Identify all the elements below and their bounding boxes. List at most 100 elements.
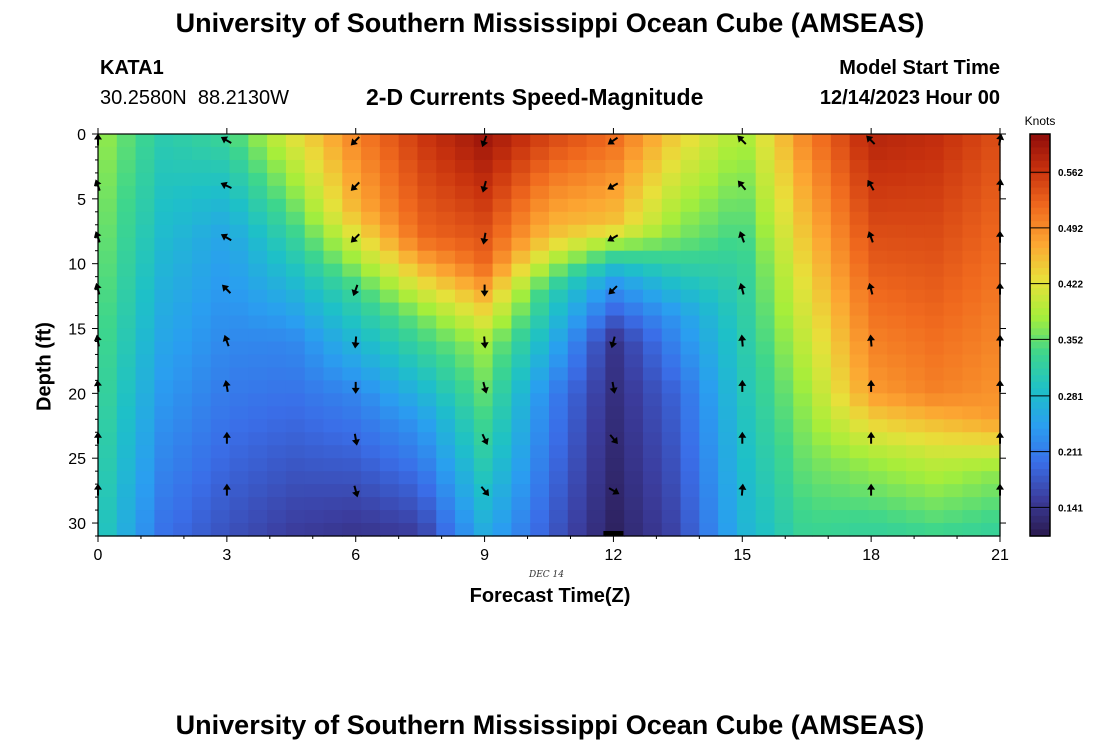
current-arrow	[351, 336, 360, 349]
heatmap-cell	[135, 185, 155, 200]
heatmap-cell	[135, 471, 155, 485]
heatmap-cell	[887, 134, 907, 148]
heatmap-cell	[398, 484, 419, 498]
heatmap-cell	[342, 497, 362, 511]
heatmap-cell	[812, 393, 832, 407]
current-arrow	[866, 282, 875, 295]
heatmap-cell	[173, 341, 193, 356]
heatmap-cell	[229, 354, 249, 369]
heatmap-cell	[191, 510, 212, 524]
heatmap-cell	[924, 510, 945, 524]
heatmap-cell	[436, 237, 456, 252]
heatmap-cell	[304, 445, 325, 459]
heatmap-cell	[379, 393, 400, 407]
heatmap-cell	[962, 510, 982, 524]
heatmap-cell	[549, 484, 569, 498]
heatmap-cell	[342, 523, 362, 537]
heatmap-cell	[924, 289, 945, 304]
heatmap-cell	[680, 302, 700, 317]
heatmap-cell	[323, 523, 343, 537]
heatmap-cell	[718, 419, 738, 433]
heatmap-cell	[342, 172, 362, 187]
heatmap-cell	[417, 328, 437, 343]
heatmap-cell	[812, 263, 832, 278]
heatmap-cell	[116, 445, 137, 459]
heatmap-cell	[849, 419, 870, 433]
heatmap-cell	[436, 250, 456, 265]
heatmap-cell	[567, 224, 588, 239]
heatmap-cell	[342, 354, 362, 369]
heatmap-cell	[267, 393, 287, 407]
heatmap-cell	[98, 224, 118, 239]
heatmap-cell	[812, 458, 832, 472]
heatmap-cell	[455, 510, 475, 524]
heatmap-cell	[962, 211, 982, 226]
heatmap-cell	[962, 380, 982, 394]
heatmap-cell	[962, 341, 982, 356]
heatmap-cell	[906, 484, 926, 498]
heatmap-cell	[154, 445, 174, 459]
heatmap-cell	[342, 159, 362, 174]
current-arrow	[607, 234, 619, 242]
heatmap-cell	[868, 250, 888, 265]
heatmap-cell	[511, 497, 531, 511]
heatmap-cell	[718, 484, 738, 498]
heatmap-cell	[323, 432, 343, 446]
heatmap-cell	[887, 484, 907, 498]
heatmap-cell	[586, 250, 606, 265]
heatmap-cell	[342, 419, 362, 433]
heatmap-cell	[661, 302, 682, 317]
heatmap-cell	[361, 354, 381, 369]
heatmap-cell	[154, 289, 174, 304]
heatmap-cell	[116, 458, 137, 472]
heatmap-cell	[248, 419, 268, 433]
heatmap-cell	[530, 289, 550, 304]
heatmap-cell	[642, 302, 663, 317]
heatmap-cell	[887, 328, 907, 343]
heatmap-cell	[342, 393, 362, 407]
heatmap-cell	[699, 406, 719, 420]
heatmap-cell	[906, 289, 926, 304]
heatmap-cell	[379, 224, 400, 239]
station-id: KATA1	[100, 57, 164, 79]
current-arrow	[867, 431, 876, 444]
heatmap-cell	[361, 510, 381, 524]
heatmap-cell	[492, 406, 513, 420]
heatmap-cell	[981, 380, 1001, 394]
heatmap-cell	[924, 302, 945, 317]
heatmap-cell	[906, 432, 926, 446]
heatmap-cell	[511, 289, 531, 304]
heatmap-cell	[793, 354, 813, 369]
colorbar-segment	[1030, 442, 1050, 450]
heatmap-cell	[398, 432, 419, 446]
heatmap-cell	[304, 315, 325, 330]
heatmap-cell	[191, 211, 212, 226]
heatmap-cell	[154, 510, 174, 524]
heatmap-cell	[304, 354, 325, 369]
heatmap-cell	[98, 250, 118, 265]
heatmap-cell	[906, 263, 926, 278]
heatmap-cell	[361, 393, 381, 407]
heatmap-cell	[812, 445, 832, 459]
heatmap-cell	[98, 263, 118, 278]
heatmap-cell	[906, 510, 926, 524]
heatmap-cell	[661, 289, 682, 304]
heatmap-cell	[135, 523, 155, 537]
heatmap-cell	[793, 471, 813, 485]
heatmap-cell	[210, 445, 231, 459]
heatmap-cell	[455, 211, 475, 226]
heatmap-cell	[98, 159, 118, 174]
heatmap-cell	[98, 146, 118, 161]
colorbar-segment	[1030, 415, 1050, 423]
heatmap-cell	[98, 458, 118, 472]
heatmap-cell	[135, 393, 155, 407]
heatmap-cell	[549, 341, 569, 356]
heatmap-cell	[774, 367, 794, 381]
heatmap-cell	[248, 146, 268, 161]
heatmap-cell	[830, 484, 851, 498]
heatmap-cell	[323, 159, 343, 174]
heatmap-cell	[830, 159, 851, 174]
heatmap-cell	[793, 367, 813, 381]
heatmap-cell	[642, 198, 663, 213]
heatmap-cell	[98, 471, 118, 485]
